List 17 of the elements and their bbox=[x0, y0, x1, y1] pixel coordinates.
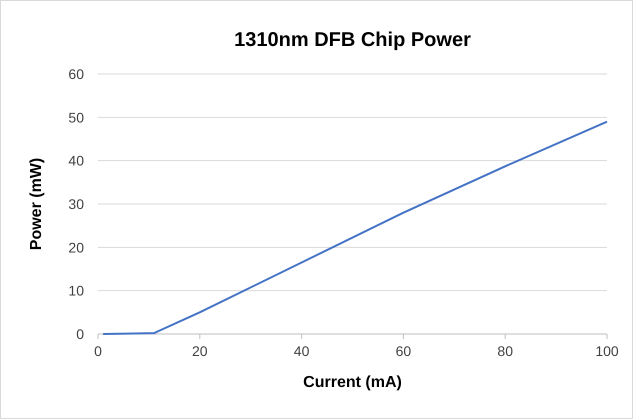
y-tick-label: 10 bbox=[68, 282, 84, 299]
y-tick-label: 60 bbox=[68, 66, 84, 82]
x-axis-title: Current (mA) bbox=[303, 374, 402, 391]
y-tick-label: 0 bbox=[76, 326, 84, 342]
y-tick-label: 50 bbox=[68, 109, 84, 126]
y-tick-label: 20 bbox=[68, 239, 84, 256]
line-series bbox=[102, 120, 608, 335]
y-tick-label: 30 bbox=[68, 196, 84, 212]
x-tick-label: 80 bbox=[497, 343, 514, 359]
x-tick-label: 40 bbox=[294, 343, 310, 359]
x-tick-label: 0 bbox=[94, 343, 102, 359]
x-tick-label: 20 bbox=[192, 343, 208, 359]
x-tick-label: 60 bbox=[396, 343, 412, 359]
y-axis-title: Power (mW) bbox=[28, 158, 45, 250]
x-tick-label: 100 bbox=[595, 343, 619, 359]
chart-title: 1310nm DFB Chip Power bbox=[234, 29, 472, 51]
y-tick-label: 40 bbox=[68, 152, 84, 169]
